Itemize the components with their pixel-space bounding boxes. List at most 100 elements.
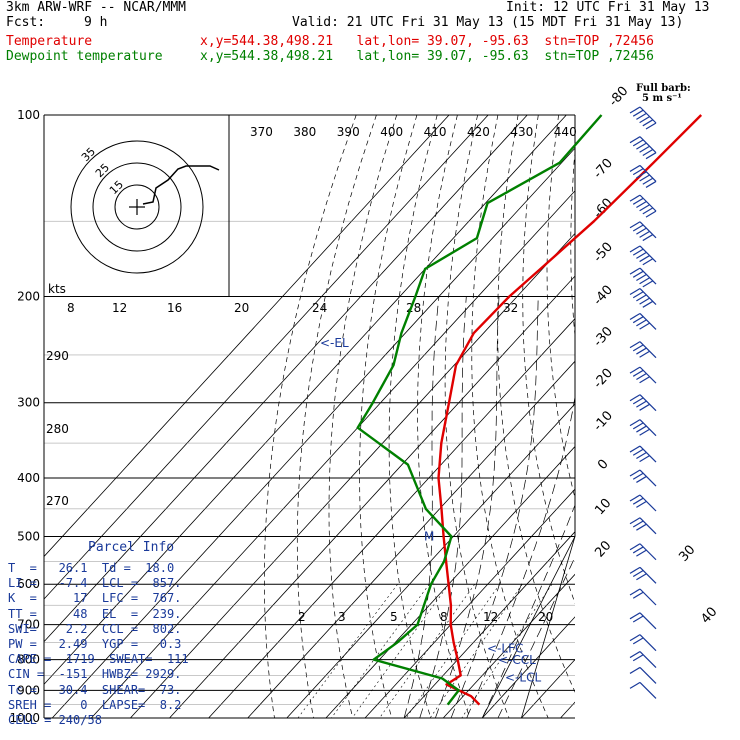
wind-barb-flag <box>632 291 644 299</box>
parcel-level-marker: <-EL <box>320 336 349 350</box>
isotherm-line <box>600 115 740 718</box>
wind-barb-flag <box>629 445 641 453</box>
wind-barb-flag <box>639 145 650 153</box>
wind-barb-flag <box>632 270 644 278</box>
wind-barb-flag <box>642 177 654 185</box>
theta-e-label: 390 <box>337 125 360 139</box>
isotherm-label: 30 <box>676 542 698 564</box>
parcel-info-row: PW = 2.49 YGP = 0.3 <box>8 637 182 651</box>
isotherm-line <box>286 403 575 718</box>
wind-barb <box>629 612 657 630</box>
wind-barb-flag <box>629 681 641 689</box>
dry-adiabat-label: 270 <box>46 494 69 508</box>
wind-barb <box>629 588 657 606</box>
forecast-label: Fcst: <box>6 15 46 30</box>
wind-barb-staff <box>639 165 657 182</box>
wind-barb-staff <box>639 681 657 699</box>
wind-barb-flag <box>639 174 650 182</box>
parcel-info-title: Parcel Info <box>88 540 175 555</box>
dry-adiabat-line <box>264 115 357 718</box>
wind-barb-flag <box>629 651 641 659</box>
wind-barb-flag <box>632 472 644 480</box>
speed-tick-label: 12 <box>112 301 127 315</box>
mixing-ratio-label: 5 <box>390 610 398 624</box>
wind-barb <box>629 543 657 561</box>
wind-barb-flag <box>636 112 647 120</box>
wind-barb-flag <box>645 122 657 130</box>
wind-barb-staff <box>639 341 657 359</box>
pressure-tick-label: 100 <box>17 108 40 122</box>
wind-barb-flag <box>632 637 644 645</box>
pressure-tick-label: 800 <box>17 653 40 667</box>
hodograph-ring <box>92 162 182 252</box>
wind-barb-flag <box>636 573 647 581</box>
isotherm-line <box>130 232 575 718</box>
wind-barb-staff <box>639 267 657 285</box>
wind-barb-staff <box>639 566 657 584</box>
wind-barb-flag <box>629 494 641 502</box>
isotherm-line <box>247 360 575 718</box>
wind-barb <box>629 651 657 668</box>
isotherm-line <box>44 115 450 558</box>
isotherm-line <box>403 531 575 718</box>
temperature-profile <box>437 114 703 706</box>
wind-barb-flag <box>642 234 654 242</box>
wind-barb-flag <box>636 171 647 179</box>
wind-barb-flag <box>632 546 644 554</box>
isotherm-label: -30 <box>591 324 616 350</box>
wind-barb <box>629 494 657 512</box>
wind-barb-flag <box>629 517 641 525</box>
wind-barb <box>629 312 657 330</box>
wind-barb-flag <box>629 469 641 477</box>
theta-e-label: 440 <box>554 125 577 139</box>
wind-barb-flag <box>632 139 644 147</box>
wind-barb-flag <box>639 376 650 384</box>
wind-barb-flag <box>639 116 650 124</box>
wind-barb-staff <box>639 136 657 154</box>
isotherm-line <box>44 115 528 643</box>
wind-barb-flag <box>629 221 641 229</box>
wind-barb-flag <box>629 312 641 320</box>
wind-barb-flag <box>636 142 647 150</box>
wind-barb-flag <box>632 344 644 352</box>
pressure-tick-label: 900 <box>17 683 40 697</box>
pressure-tick-label: 500 <box>17 529 40 543</box>
mixing-ratio-line <box>405 584 501 718</box>
wind-barb-staff <box>639 194 657 212</box>
dry-adiabat-line <box>659 115 740 718</box>
wind-barb-flag <box>632 168 644 176</box>
wind-barb-flag <box>642 207 654 215</box>
temperature-legend: Temperature <box>6 34 93 49</box>
isotherm-label: -50 <box>591 240 616 266</box>
wind-barb-staff <box>639 106 657 124</box>
wind-barb-flag <box>636 347 647 355</box>
parcel-info-row: CAPE = 1719 SWEAT= 111 <box>8 652 189 667</box>
isotherm-label: -80 <box>606 84 631 110</box>
wind-barb-flag <box>639 455 650 463</box>
init-time: Init: 12 UTC Fri 31 May 13 <box>506 0 710 15</box>
isotherm-line <box>325 445 575 718</box>
wind-barb-staff <box>639 419 657 437</box>
wind-barb <box>629 136 657 160</box>
hodograph-ring-label: 15 <box>107 178 126 197</box>
wind-barb-staff <box>639 221 657 239</box>
wind-barb-staff <box>639 651 657 668</box>
parcel-level-marker: <-LCL <box>505 671 541 685</box>
wind-barb-flag <box>636 201 647 209</box>
mixing-ratio-label: 20 <box>538 610 553 624</box>
wind-barb-flag <box>632 570 644 578</box>
dry-adiabat-line <box>721 115 740 718</box>
parcel-info-row: CELL = 240/58 <box>8 713 102 727</box>
wind-barb-flag <box>629 194 641 202</box>
theta-e-label: 400 <box>380 125 403 139</box>
wind-barb <box>629 634 657 652</box>
wind-barb-flag <box>642 258 654 266</box>
wind-barb-flag <box>629 267 641 275</box>
mixing-ratio-label: 3 <box>338 610 346 624</box>
boundary-line <box>481 536 576 719</box>
wind-barb <box>629 666 657 684</box>
mixing-ratio-label: 8 <box>440 610 448 624</box>
speed-tick-label: 32 <box>503 301 518 315</box>
hodograph-ring <box>70 140 204 274</box>
